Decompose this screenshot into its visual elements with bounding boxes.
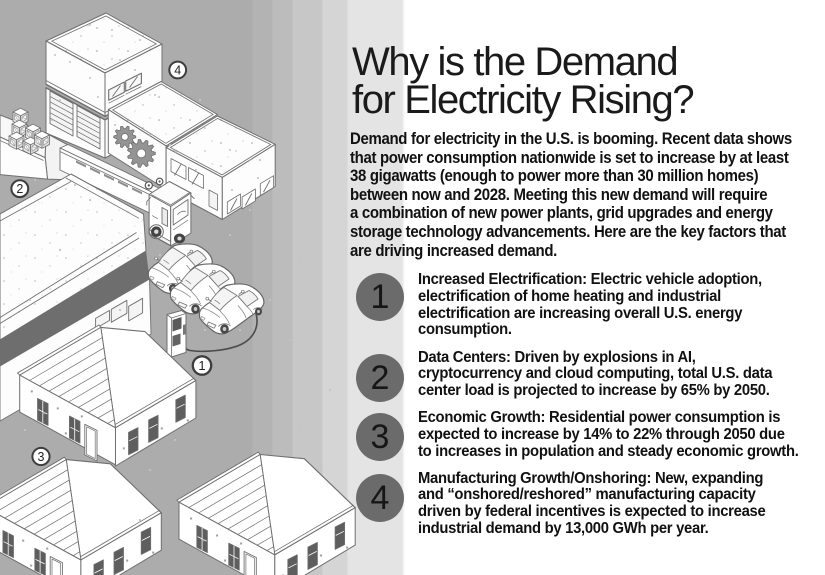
svg-text:2: 2	[16, 182, 23, 196]
svg-text:1: 1	[198, 358, 205, 373]
svg-text:3: 3	[38, 450, 45, 464]
svg-text:4: 4	[174, 64, 181, 78]
